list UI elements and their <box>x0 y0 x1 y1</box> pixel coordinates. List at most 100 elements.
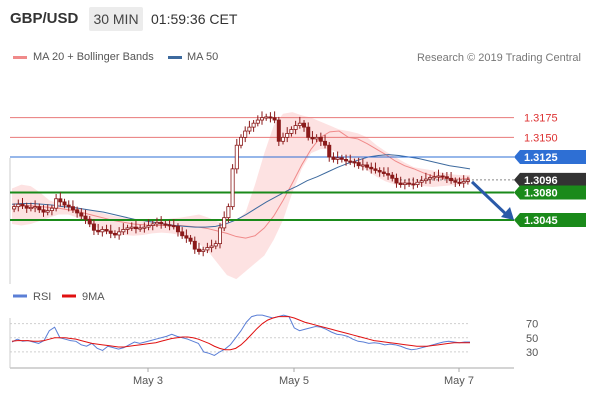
candle <box>12 203 17 213</box>
candle-body <box>264 116 269 119</box>
price-tag-1.3045 <box>514 213 586 228</box>
candle-body <box>28 207 33 210</box>
candle <box>243 126 248 143</box>
candle <box>444 172 449 184</box>
candle-body <box>121 229 126 233</box>
candle <box>276 116 281 147</box>
timeframe-badge[interactable]: 30 MIN <box>89 7 143 31</box>
candle <box>192 236 197 254</box>
candle-body <box>407 182 412 185</box>
candle <box>356 157 361 169</box>
candle <box>188 234 193 245</box>
rsi-tick-50: 50 <box>526 333 538 345</box>
candle-body <box>318 136 323 142</box>
candle-body <box>344 159 349 162</box>
candle-body <box>217 227 222 245</box>
candle-body <box>234 144 239 170</box>
candle-body <box>302 122 307 128</box>
candle <box>142 222 147 233</box>
candle-body <box>129 226 134 229</box>
credit-text: Research © 2019 Trading Central <box>416 52 581 64</box>
candle-body <box>293 125 298 130</box>
candle-body <box>201 249 206 252</box>
candle <box>163 220 168 228</box>
candle-body <box>461 181 466 184</box>
candle <box>201 246 206 257</box>
candle <box>457 177 462 187</box>
candle <box>327 142 332 162</box>
candle-body <box>449 177 454 182</box>
candle-body <box>272 117 277 121</box>
candle-body <box>66 204 71 208</box>
rsi-legend-label: RSI <box>33 291 51 303</box>
candle <box>255 115 260 127</box>
candle <box>112 230 117 239</box>
candle <box>344 154 349 166</box>
candle <box>205 242 210 254</box>
candle-body <box>419 180 424 183</box>
candle-body <box>125 227 130 230</box>
x-tick-label: May 3 <box>133 375 163 387</box>
candle-body <box>314 136 319 140</box>
candle <box>264 113 269 121</box>
x-tick-label: May 5 <box>279 375 309 387</box>
candle-body <box>335 157 340 160</box>
candle <box>310 131 315 144</box>
candle <box>37 203 42 213</box>
candle <box>289 126 294 137</box>
price-tag-1.3096 <box>514 172 586 187</box>
candle-body <box>402 182 407 185</box>
candle-body <box>386 173 391 176</box>
candle-body <box>100 229 105 233</box>
candle <box>411 177 416 190</box>
candle-body <box>222 217 227 229</box>
candle-body <box>163 223 168 226</box>
candle <box>260 111 265 125</box>
candle-body <box>369 166 374 170</box>
candle-body <box>327 144 332 158</box>
candle-body <box>260 117 265 121</box>
price-label-1.3125: 1.3125 <box>524 152 558 164</box>
candle <box>62 198 67 209</box>
candle-body <box>41 209 46 213</box>
candle <box>91 219 96 235</box>
candle-body <box>230 168 235 208</box>
candle <box>234 138 239 174</box>
candle-body <box>87 218 92 225</box>
candle <box>394 173 399 188</box>
ma50-legend-label: MA 50 <box>187 51 219 63</box>
candle <box>297 116 302 129</box>
price-label-1.3175: 1.3175 <box>524 113 558 125</box>
bollinger-legend-swatch <box>13 56 27 59</box>
candle-body <box>213 243 218 247</box>
candle <box>407 178 412 187</box>
candle-body <box>209 245 214 248</box>
candle-body <box>411 183 416 186</box>
candle-body <box>339 157 344 160</box>
x-tick-label: May 7 <box>444 375 474 387</box>
candle <box>461 175 466 188</box>
candle <box>222 211 227 232</box>
candle <box>348 154 353 165</box>
9ma-line <box>11 316 470 351</box>
candle <box>369 162 374 174</box>
candle <box>129 222 134 232</box>
candle-body <box>205 247 210 251</box>
candle-body <box>331 156 336 160</box>
clock-text: 01:59:36 CET <box>151 11 238 27</box>
candle <box>268 112 273 123</box>
bollinger-mid-line <box>11 130 471 239</box>
candle-body <box>33 206 38 209</box>
candle-body <box>117 231 122 236</box>
candle-body <box>24 205 29 209</box>
candle <box>386 167 391 180</box>
candle-body <box>112 233 117 236</box>
candle-body <box>138 227 143 230</box>
header: GBP/USD 30 MIN 01:59:36 CET <box>0 0 590 36</box>
candle <box>440 172 445 180</box>
candle-body <box>285 133 290 138</box>
candle <box>146 219 151 231</box>
candle <box>133 220 138 234</box>
candle <box>419 175 424 187</box>
candle <box>377 167 382 177</box>
